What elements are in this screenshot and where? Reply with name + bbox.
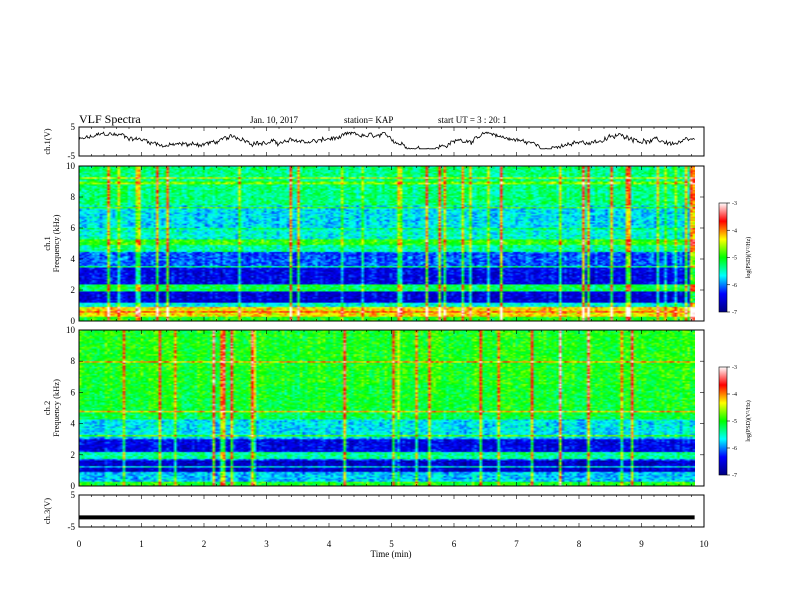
station-label: station= KAP (344, 115, 393, 125)
y-tick-label: 4 (71, 419, 76, 429)
figure-title: VLF Spectra (79, 112, 141, 126)
x-tick-label: 5 (389, 539, 394, 549)
colorbar-tick-label: -5 (732, 256, 737, 262)
ch3-voltage-panel: 5 -5 ch.3(V) (42, 490, 705, 532)
y-axis-label: ch.1 (42, 236, 52, 250)
y-axis-label: ch.1(V) (42, 128, 52, 154)
colorbar-tick-label: -7 (732, 473, 737, 479)
y-tick-label: 6 (71, 387, 76, 397)
y-tick-label: 0 (71, 316, 76, 326)
spectrogram-image (79, 166, 695, 321)
colorbars: -3 -4 -5 -6 -7 log(PSD)(V²/Hz) -3 -4 -5 -6 -7 log(P… (718, 201, 752, 479)
colorbar-tick-label: -6 (732, 446, 737, 452)
y-tick-label: 0 (71, 481, 76, 491)
colorbar-label: log(PSD)(V²/Hz) (745, 237, 752, 278)
x-tick-label: 6 (452, 539, 457, 549)
colorbar-tick-label: -6 (732, 283, 737, 289)
y-tick-label: 8 (71, 356, 76, 366)
y-axis-label: Frequency (kHz) (51, 379, 61, 437)
colorbar-tick-label: -5 (732, 419, 737, 425)
y-axis-label: ch.2 (42, 401, 52, 415)
y-axis-label: Frequency (kHz) (51, 214, 61, 272)
colorbar-tick-label: -4 (732, 392, 737, 398)
y-tick-label: 10 (66, 161, 76, 171)
colorbar-tick-label: -3 (732, 201, 737, 207)
y-tick-label: 6 (71, 223, 76, 233)
start-time-label: start UT = 3 : 20: 1 (438, 115, 507, 125)
plot-frame (78, 494, 705, 528)
x-tick-label: 9 (639, 539, 644, 549)
ch1-voltage-panel: 5 -5 ch.1(V) (42, 122, 705, 161)
plot-frame (78, 126, 705, 157)
ch1-voltage-line (78, 131, 695, 150)
colorbar-tick-label: -3 (732, 365, 737, 371)
colorbar-tick-label: -4 (732, 228, 737, 234)
y-axis-label: ch.3(V) (42, 498, 52, 524)
spectrogram-image (79, 330, 695, 486)
colorbar-scale (718, 202, 728, 313)
y-tick-label: 4 (71, 254, 76, 264)
colorbar-tick-label: -7 (732, 310, 737, 316)
date-label: Jan. 10, 2017 (250, 115, 298, 125)
y-tick-label: 8 (71, 192, 76, 202)
ch1-spectrogram-panel: 0 2 4 6 8 10 ch.1 Frequency (kHz) (42, 161, 705, 326)
x-tick-label: 10 (700, 539, 710, 549)
x-tick-label: 1 (139, 539, 144, 549)
x-tick-label: 4 (327, 539, 332, 549)
y-tick-label: 10 (66, 325, 76, 335)
x-tick-label: 2 (202, 539, 207, 549)
x-axis-label: Time (min) (371, 549, 412, 559)
colorbar-scale (718, 366, 728, 476)
y-tick-label: 5 (71, 490, 76, 500)
x-tick-label: 8 (577, 539, 582, 549)
y-tick-label: 2 (71, 450, 76, 460)
y-tick-label: -5 (68, 522, 76, 532)
time-axis: Time (min) 0 1 2 3 4 5 6 7 8 9 10 (77, 539, 709, 559)
y-tick-label: 5 (71, 122, 76, 132)
y-tick-label: -5 (68, 151, 76, 161)
y-tick-label: 2 (71, 285, 76, 295)
ch2-spectrogram-panel: 0 2 4 6 8 10 ch.2 Frequency (kHz) (42, 325, 705, 491)
x-tick-label: 0 (77, 539, 82, 549)
x-tick-label: 7 (514, 539, 519, 549)
colorbar-label: log(PSD)(V²/Hz) (745, 400, 752, 441)
x-tick-label: 3 (264, 539, 269, 549)
